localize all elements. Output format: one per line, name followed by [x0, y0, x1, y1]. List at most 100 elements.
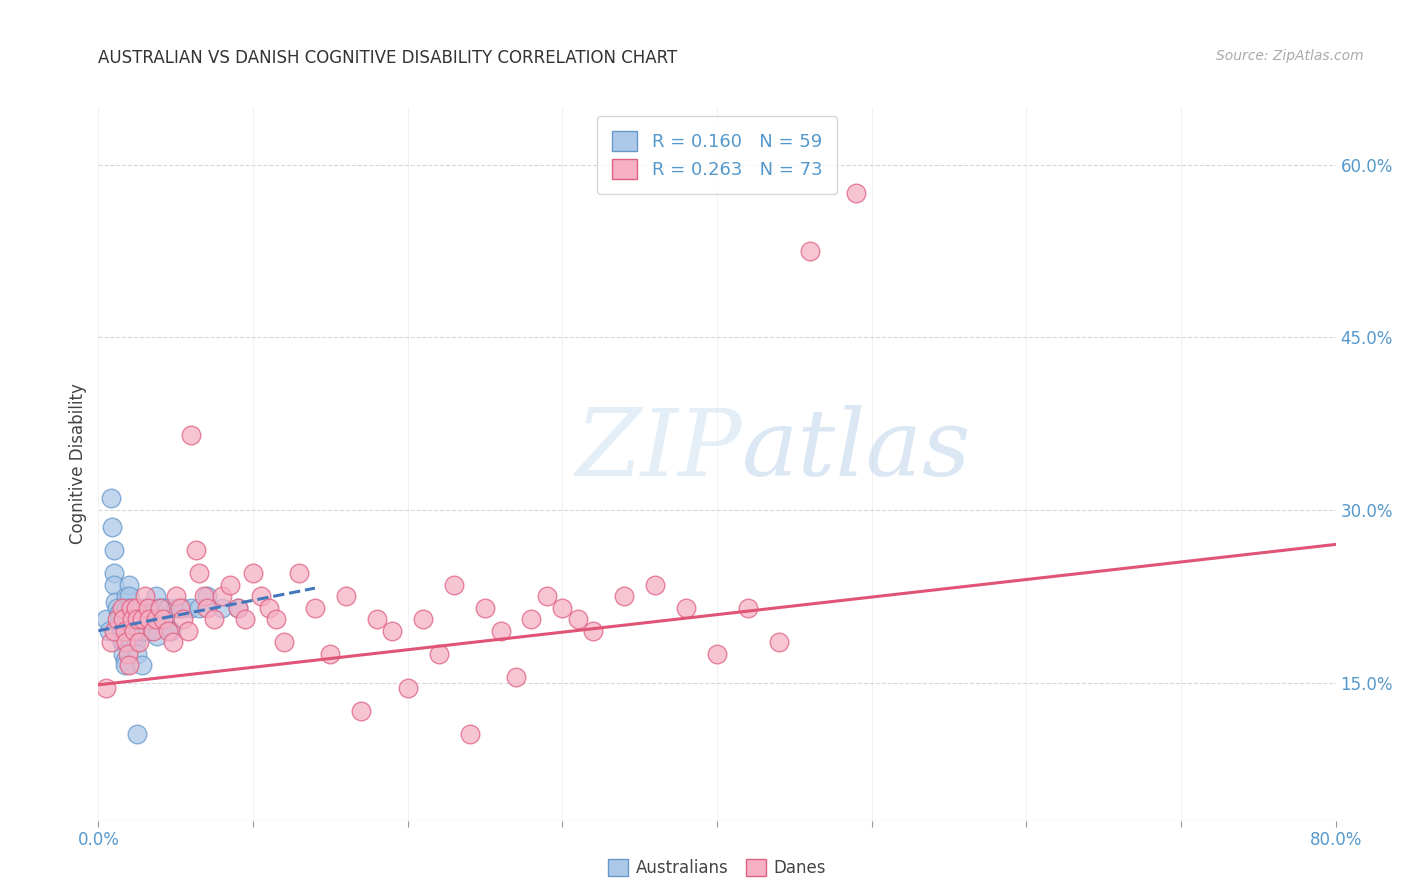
Point: [132, 624, 155, 638]
Point: [118, 658, 141, 673]
Point: [117, 624, 139, 638]
Point: [105, 600, 128, 615]
Point: [103, 577, 125, 591]
Point: [195, 600, 218, 615]
Point: [122, 624, 145, 638]
Point: [768, 635, 790, 649]
Point: [567, 612, 589, 626]
Point: [195, 589, 218, 603]
Point: [157, 624, 180, 638]
Y-axis label: Cognitive Disability: Cognitive Disability: [69, 384, 87, 544]
Point: [675, 600, 697, 615]
Point: [108, 618, 131, 632]
Point: [288, 566, 311, 581]
Point: [188, 566, 211, 581]
Point: [381, 624, 404, 638]
Point: [114, 652, 136, 666]
Point: [131, 612, 153, 626]
Point: [204, 612, 226, 626]
Point: [112, 647, 135, 661]
Point: [845, 186, 868, 201]
Point: [146, 630, 169, 644]
Point: [142, 624, 165, 638]
Text: Source: ZipAtlas.com: Source: ZipAtlas.com: [1216, 49, 1364, 63]
Point: [242, 566, 264, 581]
Point: [412, 612, 434, 626]
Point: [136, 600, 159, 615]
Point: [118, 589, 141, 603]
Point: [107, 607, 129, 621]
Point: [177, 624, 200, 638]
Point: [135, 612, 157, 626]
Point: [111, 600, 134, 615]
Point: [474, 600, 496, 615]
Point: [142, 600, 165, 615]
Point: [112, 635, 135, 649]
Point: [129, 600, 152, 615]
Point: [226, 600, 249, 615]
Point: [105, 612, 128, 626]
Point: [160, 624, 183, 638]
Point: [644, 577, 666, 591]
Point: [111, 624, 134, 638]
Point: [117, 647, 139, 661]
Point: [458, 727, 481, 741]
Point: [273, 635, 295, 649]
Point: [235, 612, 257, 626]
Point: [226, 600, 249, 615]
Point: [122, 612, 145, 626]
Point: [100, 635, 122, 649]
Point: [257, 600, 280, 615]
Point: [114, 624, 136, 638]
Point: [613, 589, 636, 603]
Point: [153, 618, 176, 632]
Point: [122, 624, 145, 638]
Point: [115, 635, 138, 649]
Point: [165, 589, 187, 603]
Point: [706, 647, 728, 661]
Point: [157, 600, 180, 615]
Point: [266, 612, 288, 626]
Text: AUSTRALIAN VS DANISH COGNITIVE DISABILITY CORRELATION CHART: AUSTRALIAN VS DANISH COGNITIVE DISABILIT…: [98, 49, 678, 67]
Point: [117, 612, 139, 626]
Point: [319, 647, 342, 661]
Text: atlas: atlas: [742, 405, 972, 494]
Point: [145, 589, 167, 603]
Point: [120, 600, 142, 615]
Point: [100, 491, 122, 506]
Point: [193, 589, 215, 603]
Point: [152, 612, 174, 626]
Point: [536, 589, 558, 603]
Point: [96, 681, 118, 696]
Point: [134, 600, 156, 615]
Point: [107, 612, 129, 626]
Point: [118, 577, 141, 591]
Point: [127, 612, 149, 626]
Point: [120, 612, 142, 626]
Point: [96, 612, 118, 626]
Legend: Australians, Danes: Australians, Danes: [602, 852, 832, 884]
Point: [131, 658, 153, 673]
Point: [211, 589, 233, 603]
Point: [737, 600, 759, 615]
Point: [505, 670, 527, 684]
Point: [114, 658, 136, 673]
Point: [101, 520, 124, 534]
Point: [180, 600, 202, 615]
Point: [121, 624, 143, 638]
Point: [124, 635, 146, 649]
Point: [103, 543, 125, 558]
Point: [551, 600, 574, 615]
Point: [304, 600, 326, 615]
Point: [138, 612, 160, 626]
Point: [152, 600, 174, 615]
Point: [180, 428, 202, 442]
Point: [335, 589, 357, 603]
Point: [136, 624, 159, 638]
Point: [250, 589, 273, 603]
Point: [134, 589, 156, 603]
Point: [128, 635, 150, 649]
Point: [127, 727, 149, 741]
Point: [115, 589, 138, 603]
Point: [115, 600, 138, 615]
